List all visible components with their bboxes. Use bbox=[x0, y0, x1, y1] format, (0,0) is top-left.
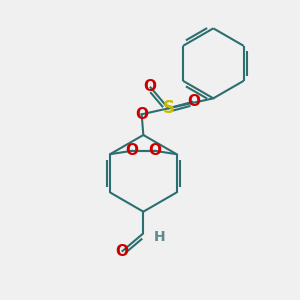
Text: O: O bbox=[135, 107, 148, 122]
Text: O: O bbox=[187, 94, 200, 109]
Text: S: S bbox=[162, 99, 174, 117]
Text: H: H bbox=[154, 230, 166, 244]
Text: O: O bbox=[125, 143, 138, 158]
Text: O: O bbox=[115, 244, 128, 259]
Text: O: O bbox=[148, 143, 161, 158]
Text: O: O bbox=[143, 79, 157, 94]
